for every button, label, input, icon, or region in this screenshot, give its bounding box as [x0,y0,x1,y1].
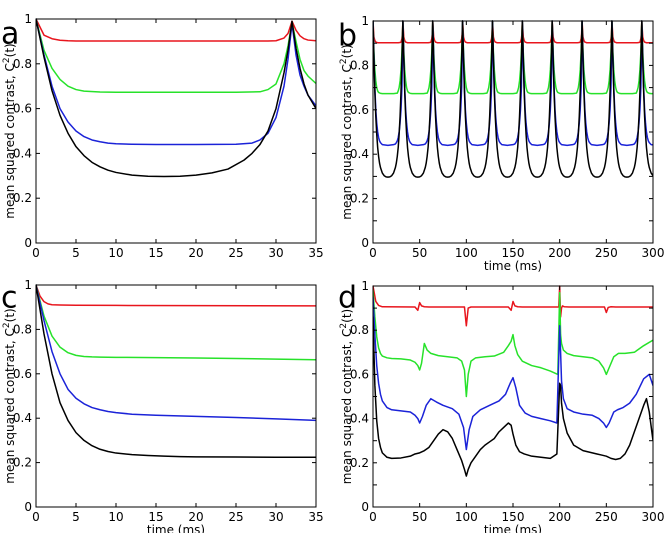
panel-letter: c [1,281,18,316]
y-axis-label: mean squared contrast, C2(t) [339,309,354,484]
y-tick-label: 0.8 [13,322,32,336]
x-tick-label: 100 [455,246,478,260]
x-tick-label: 0 [369,510,377,524]
y-tick-label: 0 [361,500,369,514]
x-axis-label: time (ms) [147,523,205,533]
y-tick-label: 1 [24,278,32,292]
x-tick-label: 300 [642,246,664,260]
axes-box [35,18,317,244]
series-line-0 [373,20,653,44]
y-axis-label: mean squared contrast, C2(t) [339,44,354,219]
y-tick-label: 0.2 [13,456,32,470]
y-tick-label: 0.4 [350,412,369,426]
y-tick-label: 0.4 [13,411,32,425]
y-tick-label: 0.8 [350,58,369,72]
x-tick-label: 0 [32,510,40,524]
panel-a: a 0 5 10 15 20 25 30 35 0 0.2 0.4 0.6 0.8 1 mean square… [1,12,324,260]
x-tick-label: 150 [502,510,525,524]
series-group [36,18,316,178]
series-group [36,284,316,459]
x-tick-label: 5 [72,246,80,260]
x-tick-label: 10 [108,510,123,524]
series-line-1 [36,284,316,361]
series-line-3 [36,284,316,459]
series-line-1 [373,20,653,95]
x-tick-label: 250 [595,246,618,260]
axes-box [372,285,654,508]
series-line-3 [36,18,316,178]
x-axis-label: time (ms) [484,523,542,533]
y-axis-label: mean squared contrast, C2(t) [2,43,17,218]
series-line-3 [373,316,653,477]
x-tick-label: 50 [412,246,427,260]
x-tick-label: 300 [642,510,664,524]
series-line-2 [373,296,653,451]
panel-letter: a [1,17,19,52]
y-tick-label: 0.6 [350,103,369,117]
y-tick-label: 0.2 [350,456,369,470]
panel-c: c 0 5 10 15 20 25 30 35 0 0.2 0.4 0.6 0.8 1 time (ms) me… [1,278,324,533]
series-line-0 [373,285,653,327]
x-tick-label: 20 [188,246,203,260]
panel-letter: d [338,281,357,316]
x-tick-label: 200 [548,246,571,260]
x-tick-label: 250 [595,510,618,524]
x-tick-label: 0 [369,246,377,260]
series-line-3 [373,20,653,178]
panel-b: b 0 50 100 150 200 250 300 0 0.2 0.4 0.6 0.8 1 time (m… [338,14,664,273]
x-tick-label: 20 [188,510,203,524]
series-line-1 [373,289,653,398]
y-tick-label: 0.2 [350,192,369,206]
x-tick-label: 15 [148,510,163,524]
y-tick-label: 0.6 [350,367,369,381]
y-tick-label: 1 [361,14,369,28]
x-tick-label: 25 [228,510,243,524]
series-group [373,20,653,178]
x-axis-label: time (ms) [484,259,542,273]
x-tick-label: 5 [72,510,80,524]
series-line-2 [36,18,316,146]
x-tick-label: 150 [502,246,525,260]
y-tick-label: 0.6 [13,102,32,116]
x-tick-label: 15 [148,246,163,260]
y-tick-label: 0.4 [350,147,369,161]
panel-letter: b [338,19,357,54]
y-tick-label: 0.8 [13,57,32,71]
panel-d: d 0 50 100 150 200 250 300 0 0.2 0.4 0.6 0.8 1 time (m… [338,279,664,533]
series-line-2 [36,284,316,422]
x-tick-label: 50 [412,510,427,524]
y-tick-label: 0 [24,500,32,514]
y-tick-label: 0.8 [350,323,369,337]
y-tick-label: 0.4 [13,146,32,160]
axes-box [35,284,317,508]
y-axis-label: mean squared contrast, C2(t) [2,308,17,483]
x-tick-label: 25 [228,246,243,260]
y-tick-label: 0.2 [13,191,32,205]
x-tick-label: 35 [308,510,323,524]
y-tick-label: 0 [361,236,369,250]
y-tick-label: 0 [24,236,32,250]
x-tick-label: 10 [108,246,123,260]
series-group [373,285,653,477]
series-line-1 [36,18,316,93]
x-tick-label: 35 [308,246,323,260]
series-line-0 [36,18,316,42]
y-tick-label: 1 [24,12,32,26]
x-tick-label: 0 [32,246,40,260]
y-tick-label: 0.6 [13,367,32,381]
series-line-0 [36,284,316,307]
x-tick-label: 100 [455,510,478,524]
y-tick-label: 1 [361,279,369,293]
x-tick-label: 30 [268,246,283,260]
x-tick-label: 200 [548,510,571,524]
x-tick-label: 30 [268,510,283,524]
